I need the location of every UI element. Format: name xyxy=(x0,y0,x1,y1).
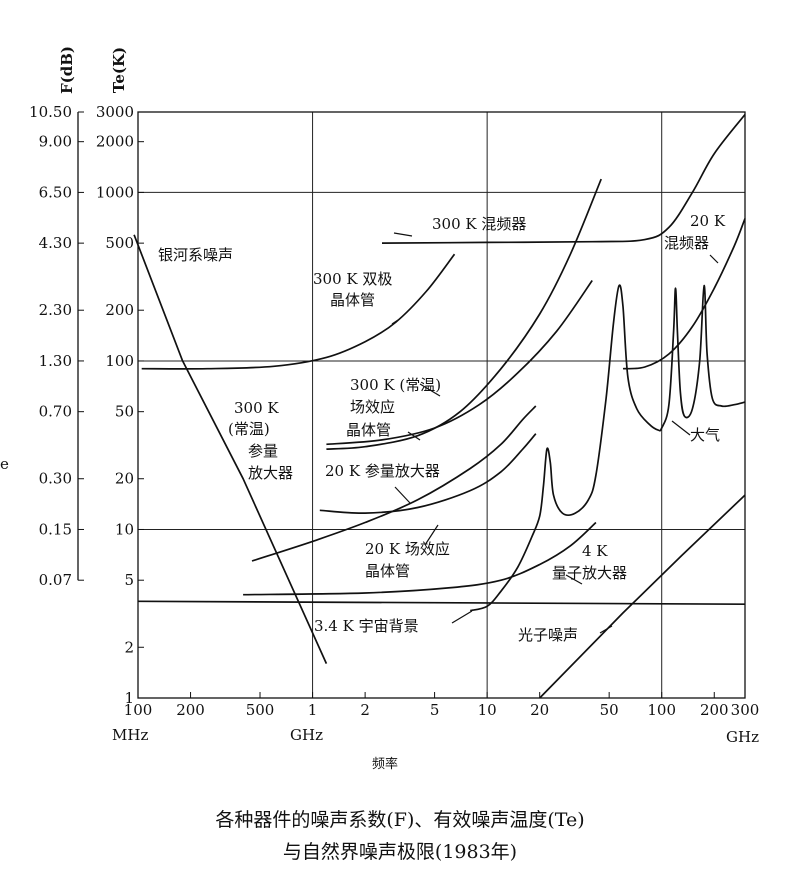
y-tick-label: 20 xyxy=(115,470,134,488)
axes xyxy=(77,111,746,699)
caption-line-2: 与自然界噪声极限(1983年) xyxy=(283,841,517,863)
y-tick-label: 3000 xyxy=(96,103,134,121)
ann-paramp300-3: 参量 xyxy=(248,442,278,460)
series-paramp20 xyxy=(319,433,537,514)
x-tick-label: 5 xyxy=(430,701,440,719)
leader-cmb xyxy=(451,610,473,624)
ann-paramp300-2: (常温) xyxy=(228,420,270,438)
y-tick-label: 2 xyxy=(124,638,134,656)
x-tick-label: 100 xyxy=(124,701,153,719)
ann-fet300-2: 场效应 xyxy=(350,398,395,416)
annotations: 银河系噪声 300 K 双极 晶体管 300 K 混频器 20 K 混频器 30… xyxy=(158,212,726,644)
series-maser4 xyxy=(243,521,597,596)
series-mixer20 xyxy=(622,218,746,370)
f-tick-label: 2.30 xyxy=(39,301,72,319)
ann-mixer300: 300 K 混频器 xyxy=(432,215,526,233)
x-tick-label: 1 xyxy=(308,701,318,719)
series-bjt300 xyxy=(141,253,456,370)
x-tick-label: 500 xyxy=(246,701,275,719)
f-tick-label: 1.30 xyxy=(39,352,72,370)
ann-fet20-2: 晶体管 xyxy=(365,562,410,580)
ann-paramp300-4: 放大器 xyxy=(248,464,293,482)
y-tick-label: 5 xyxy=(124,571,134,589)
tick-labels: 100 200 500 1 2 5 10 20 50 100 200 3001251020501002… xyxy=(29,103,759,719)
x-tick-label: 200 xyxy=(700,701,729,719)
ann-paramp20: 20 K 参量放大器 xyxy=(325,462,440,480)
y-tick-label: 1000 xyxy=(96,183,134,201)
f-tick-label: 6.50 xyxy=(39,183,72,201)
series-cmb xyxy=(137,600,746,606)
plot-frame xyxy=(137,111,746,699)
ann-bjt-2: 晶体管 xyxy=(330,291,375,309)
ann-galactic: 银河系噪声 xyxy=(158,246,233,264)
leader-fet300b xyxy=(407,431,421,441)
ann-mixer20-2: 混频器 xyxy=(664,234,709,252)
ann-cmb: 3.4 K 宇宙背景 xyxy=(314,617,419,635)
y-tick-label: 500 xyxy=(105,234,134,252)
x-tick-label: 2 xyxy=(360,701,370,719)
x-unit-ghz-mid: GHz xyxy=(290,726,323,744)
series-mixer300 xyxy=(381,113,746,244)
y-axis-title-te: Te(K) xyxy=(110,47,128,93)
leader-fet300 xyxy=(419,383,441,397)
leader-maser xyxy=(565,574,583,585)
ann-atmosphere: 大气 xyxy=(690,426,720,444)
ann-paramp300-1: 300 K xyxy=(234,399,279,417)
series-photon xyxy=(539,494,746,699)
caption-line-1: 各种器件的噪声系数(F)、有效噪声温度(Te) xyxy=(215,809,584,831)
f-tick-label: 0.30 xyxy=(39,470,72,488)
y-tick-label: 10 xyxy=(115,520,134,538)
side-mark: e xyxy=(0,455,9,473)
f-tick-label: 0.70 xyxy=(39,403,72,421)
ann-fet20-1: 20 K 场效应 xyxy=(365,540,450,558)
y-tick-label: 50 xyxy=(115,403,134,421)
x-tick-label: 50 xyxy=(600,701,619,719)
series-lines xyxy=(133,113,746,699)
f-tick-label: 0.07 xyxy=(39,571,72,589)
leader-atmosphere xyxy=(671,420,691,436)
grid-lines xyxy=(138,112,745,698)
ann-fet300-3: 晶体管 xyxy=(346,421,391,439)
leader-lines xyxy=(391,232,719,634)
y-axis-title-f: F(dB) xyxy=(58,46,76,94)
leader-fet20 xyxy=(424,524,439,546)
x-tick-label: 100 xyxy=(647,701,676,719)
ann-bjt-1: 300 K 双极 xyxy=(313,270,392,288)
leader-photon xyxy=(599,625,613,634)
y-tick-label: 100 xyxy=(105,352,134,370)
ann-maser-1: 4 K xyxy=(582,542,608,560)
series-fet20 xyxy=(251,405,537,562)
f-tick-label: 10.50 xyxy=(29,103,72,121)
x-tick-label: 10 xyxy=(478,701,497,719)
f-tick-label: 0.15 xyxy=(39,520,72,538)
y-tick-label: 1 xyxy=(124,689,134,707)
series-paramp300 xyxy=(326,280,593,446)
x-axis-title: 频率 xyxy=(372,756,398,772)
ann-mixer20-1: 20 K xyxy=(690,212,726,230)
leader-mixer20 xyxy=(709,254,719,264)
x-tick-label: 200 xyxy=(176,701,205,719)
f-tick-label: 4.30 xyxy=(39,234,72,252)
leader-paramp20 xyxy=(394,486,411,504)
y-tick-label: 2000 xyxy=(96,133,134,151)
y-tick-label: 200 xyxy=(105,301,134,319)
leader-bjt xyxy=(391,319,399,325)
x-tick-label: 20 xyxy=(530,701,549,719)
x-unit-mhz: MHz xyxy=(112,726,148,744)
x-unit-ghz-end: GHz xyxy=(726,728,759,746)
series-galactic xyxy=(133,234,328,664)
ann-maser-2: 量子放大器 xyxy=(552,564,627,582)
ann-photon: 光子噪声 xyxy=(518,626,578,644)
ann-fet300-1: 300 K (常温) xyxy=(350,376,441,394)
x-tick-label: 300 xyxy=(731,701,760,719)
f-tick-label: 9.00 xyxy=(39,133,72,151)
leader-mixer300 xyxy=(393,232,413,237)
series-cmb_rise xyxy=(469,284,746,612)
series-fet300 xyxy=(326,178,602,450)
